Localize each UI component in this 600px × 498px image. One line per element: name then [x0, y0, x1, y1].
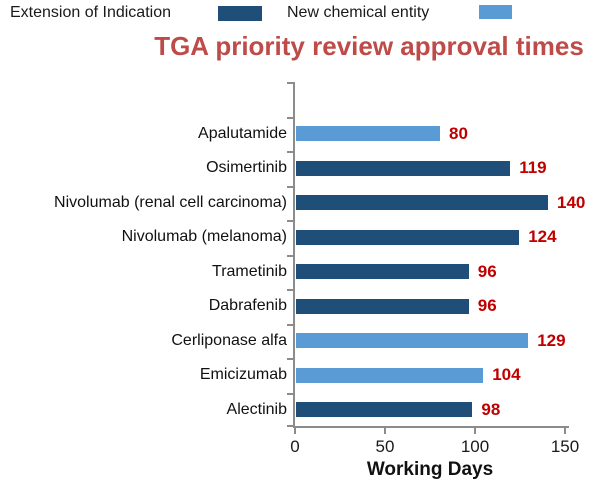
- x-axis-line: [293, 426, 569, 428]
- x-axis-tick: [564, 426, 566, 434]
- bar-nivolumab-melanoma-: [296, 229, 520, 245]
- y-axis-tick: [287, 392, 294, 395]
- value-label: 96: [477, 296, 497, 316]
- y-axis-tick: [287, 220, 294, 222]
- value-label: 96: [477, 261, 497, 281]
- bar-apalutamide: [296, 126, 440, 142]
- chart-row: Osimertinib 119: [0, 151, 600, 186]
- bar-alectinib: [296, 402, 473, 418]
- value-label: 124: [528, 227, 557, 247]
- bar-dabrafenib: [296, 298, 469, 314]
- y-axis-tick: [287, 425, 294, 427]
- legend-label-new-chemical-entity: New chemical entity: [287, 4, 430, 21]
- chart-row: Apalutamide 80: [0, 117, 600, 152]
- category-label: Nivolumab (melanoma): [121, 228, 287, 246]
- value-label: 104: [492, 365, 521, 385]
- y-axis-tick: [287, 116, 294, 119]
- x-axis-tick-label: 100: [460, 437, 490, 456]
- y-axis-tick: [287, 254, 294, 257]
- bar-trametinib: [296, 264, 469, 280]
- chart-row: Emicizumab 104: [0, 358, 600, 393]
- y-axis-tick: [287, 289, 294, 291]
- value-label: 140: [557, 192, 586, 212]
- x-axis-tick-label: 50: [375, 437, 395, 456]
- category-label: Dabrafenib: [208, 297, 287, 315]
- value-label: 119: [519, 158, 547, 178]
- x-axis-title: Working Days: [366, 459, 494, 480]
- bar-osimertinib: [296, 160, 511, 176]
- chart-row: Alectinib 98: [0, 393, 600, 428]
- category-label: Nivolumab (renal cell carcinoma): [54, 193, 287, 211]
- x-axis-tick: [384, 426, 386, 434]
- value-label: 98: [481, 399, 501, 419]
- category-label: Trametinib: [212, 262, 287, 280]
- category-label: Emicizumab: [199, 366, 287, 384]
- x-axis-tick: [474, 426, 476, 434]
- y-axis-tick: [287, 358, 294, 360]
- chart-row: Cerliponase alfa 129: [0, 324, 600, 359]
- y-axis-tick: [287, 82, 294, 84]
- y-axis-line: [293, 82, 295, 427]
- chart-row: Trametinib 96: [0, 255, 600, 290]
- chart-row: Dabrafenib 96: [0, 289, 600, 324]
- y-axis-tick: [287, 151, 294, 153]
- x-axis-tick-label: 150: [550, 437, 580, 456]
- x-axis-tick-label: 0: [290, 437, 300, 456]
- category-label: Osimertinib: [206, 159, 287, 177]
- chart-row: Nivolumab (renal cell carcinoma) 140: [0, 186, 600, 221]
- category-label: Alectinib: [226, 400, 287, 418]
- bar-cerliponase-alfa: [296, 333, 529, 349]
- plot-area: Apalutamide 80 Osimertinib 119 Nivolumab (re…: [0, 82, 600, 434]
- category-label: Apalutamide: [198, 124, 287, 142]
- bar-nivolumab-renal-cell-carcinoma-: [296, 195, 548, 211]
- legend-swatch-extension-of-indication: [218, 6, 262, 21]
- x-axis-tick: [294, 426, 296, 434]
- value-label: 129: [537, 330, 566, 350]
- legend-swatch-new-chemical-entity: [479, 5, 512, 19]
- bar-emicizumab: [296, 367, 484, 383]
- value-label: 80: [449, 123, 468, 143]
- category-label: Cerliponase alfa: [171, 331, 287, 349]
- chart-row: Nivolumab (melanoma) 124: [0, 220, 600, 255]
- chart-title: TGA priority review approval times: [154, 31, 584, 61]
- y-axis-tick: [287, 185, 294, 188]
- legend-label-extension-of-indication: Extension of Indication: [10, 4, 171, 21]
- y-axis-tick: [287, 323, 294, 326]
